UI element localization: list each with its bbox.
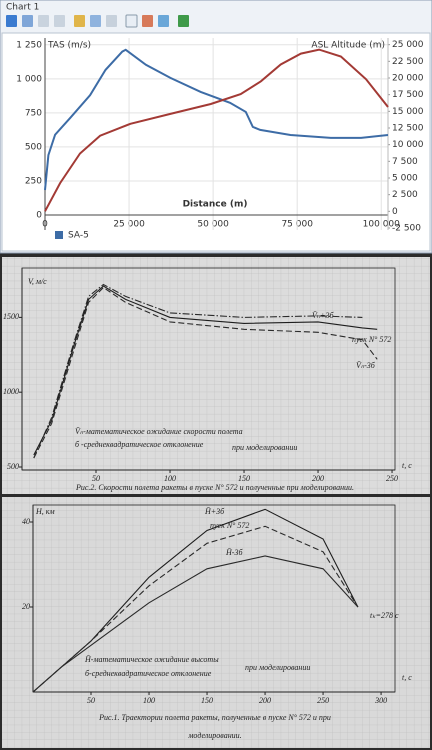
y2-tick-label: 0 (392, 207, 398, 217)
x-tick-label: 250 (386, 474, 398, 483)
series-line (33, 283, 363, 459)
series-label: H̄-3б (225, 548, 243, 557)
note: б-среднеквадратическое отклонение (85, 669, 212, 678)
window-title: Chart 1 (6, 3, 39, 13)
tool-button[interactable] (6, 15, 17, 27)
series-line (32, 525, 359, 693)
y2-tick-label: 12 500 (392, 124, 424, 134)
series-line (33, 285, 378, 456)
series-label: V̄ₙ+3б (312, 311, 334, 320)
series-line (44, 48, 389, 191)
y2-tick-label: 10 000 (392, 140, 424, 150)
tool-button[interactable] (142, 15, 153, 27)
y-tick-label: 1 250 (16, 40, 42, 50)
series-label: пуск N° 572 (210, 521, 249, 530)
note: V̄ₙ-математическое ожидание скорости пол… (75, 427, 243, 436)
x-axis-title: Distance (m) (183, 200, 248, 210)
series-label: V̄ₙ-3б (356, 361, 376, 370)
x-tick-label: 150 (201, 696, 213, 705)
annotation: tₖ=278 с (370, 611, 399, 620)
tool-button[interactable] (54, 15, 65, 27)
series-line (33, 286, 378, 459)
x-axis-title: t, c (402, 673, 412, 682)
legend-label: SA-5 (68, 231, 89, 241)
y-axis-title: V, м/с (28, 277, 47, 286)
plot-frame (21, 267, 396, 471)
y-tick-label: 1500 (3, 312, 19, 321)
x-tick-label: 50 (87, 696, 95, 705)
y-tick-label: 20 (22, 602, 30, 611)
y-axis-title: H, км (35, 507, 55, 516)
y2-tick-label: 5 000 (392, 174, 418, 184)
y2-tick-label: 22 500 (392, 57, 424, 67)
y-axis-title: TAS (m/s) (47, 41, 91, 51)
series-label: пуск N° 572 (352, 335, 391, 344)
series-line (32, 555, 359, 693)
y2-tick-label: 7 500 (392, 157, 418, 167)
tool-button[interactable] (125, 14, 138, 28)
x-tick-label: 100 (164, 474, 176, 483)
y-tick-label: 750 (25, 108, 42, 118)
note: при моделировании (232, 443, 297, 452)
y-tick-label: 1 000 (16, 74, 42, 84)
y-tick-label: 0 (36, 211, 42, 221)
tool-button[interactable] (106, 15, 117, 27)
x-tick-label: 200 (259, 696, 271, 705)
tool-button[interactable] (158, 15, 169, 27)
tool-button[interactable] (38, 15, 49, 27)
legend-swatch (55, 231, 63, 239)
x-tick-label: 150 (238, 474, 250, 483)
scan-1-grid (2, 257, 430, 494)
caption: Рис.2. Скорости полета ракеты в пуске N°… (75, 483, 354, 492)
y-tick-label: 250 (25, 176, 42, 186)
tool-button[interactable] (178, 15, 189, 27)
note: H̄-математическое ожидание высоты (84, 655, 219, 664)
chart-panel (1, 32, 431, 252)
x-tick-label: 50 (92, 474, 100, 483)
x-axis-title: t, c (402, 461, 412, 470)
y-tick-label: 500 (25, 142, 42, 152)
tool-button[interactable] (22, 15, 33, 27)
note: б -среднеквадратическое отклонение (75, 440, 204, 449)
series-line (44, 48, 389, 212)
y2-tick-label: -2 500 (392, 224, 421, 234)
y2-tick-label: 15 000 (392, 107, 424, 117)
x-tick-label: 200 (312, 474, 324, 483)
y2-tick-label: 2 500 (392, 190, 418, 200)
caption: Рис.1. Траектории полета ракеты, получен… (98, 713, 331, 722)
x-tick-label: 300 (374, 696, 387, 705)
y2-axis-title: ASL Altitude (m) (311, 41, 385, 51)
plot-frame (32, 504, 396, 693)
y-tick-label: 1000 (3, 387, 19, 396)
series-label: H̄+3б (204, 507, 225, 516)
note: при моделировании (245, 663, 310, 672)
y2-tick-label: 25 000 (392, 40, 424, 50)
caption: моделировании. (187, 731, 241, 740)
x-tick-label: 100 (143, 696, 155, 705)
x-tick-label: 250 (317, 696, 329, 705)
tool-button[interactable] (74, 15, 85, 27)
y-tick-label: 40 (22, 517, 30, 526)
y2-tick-label: 20 000 (392, 74, 424, 84)
scan-2-grid (2, 497, 430, 748)
toolbar (6, 14, 189, 28)
y-tick-label: 500 (7, 462, 19, 471)
y2-tick-label: 17 500 (392, 90, 424, 100)
tool-button[interactable] (90, 15, 101, 27)
